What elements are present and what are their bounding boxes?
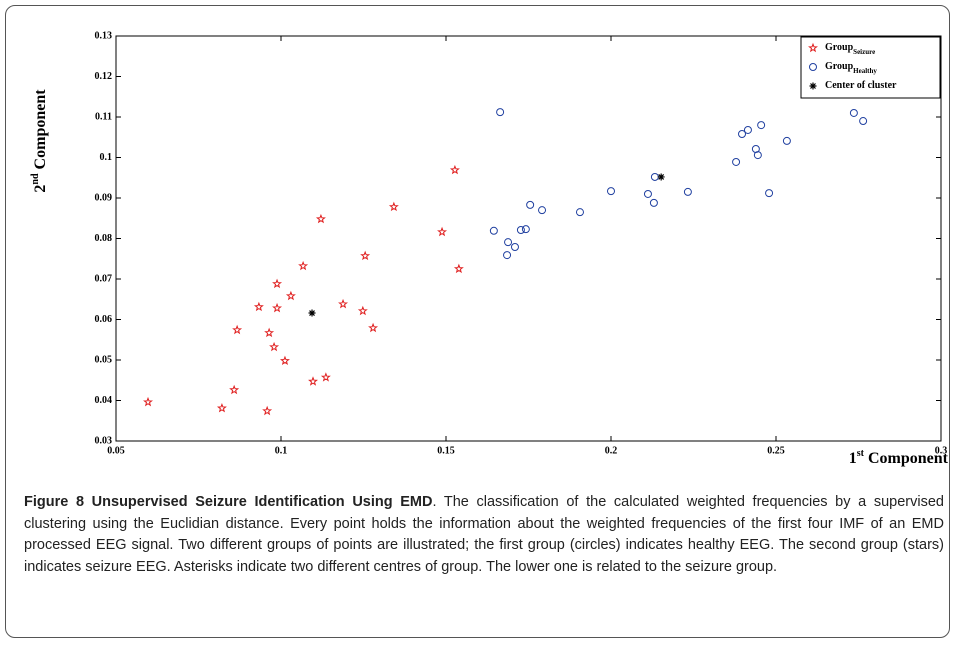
x-tick-label: 0.25 (767, 445, 785, 456)
y-tick-label: 0.09 (95, 192, 113, 203)
star-point (360, 250, 371, 261)
axis-label-part: st (857, 448, 865, 459)
circle-point (503, 251, 512, 260)
star-point (272, 302, 283, 313)
star-point (279, 355, 290, 366)
y-tick-label: 0.13 (95, 30, 113, 41)
circle-point (743, 125, 752, 134)
legend-subscript: Seizure (853, 48, 875, 56)
x-tick-label: 0.2 (605, 445, 618, 456)
circle-point (782, 136, 791, 145)
star-point (229, 384, 240, 395)
star-point (320, 372, 331, 382)
circle-point (496, 108, 505, 117)
circle-point (757, 121, 766, 130)
legend-box (800, 36, 941, 99)
axis-label-part: nd (30, 173, 41, 185)
star-point (308, 376, 318, 386)
ylabel-label: 2nd Component (30, 89, 49, 193)
star-point (338, 298, 349, 309)
y-tick-label: 0.07 (95, 273, 113, 284)
x-tick-label: 0.15 (437, 445, 455, 456)
star-point (285, 290, 296, 301)
legend-label: Center of cluster (825, 80, 897, 91)
xlabel-label: 1st Component (849, 448, 949, 467)
star-point (298, 260, 309, 271)
circle-point (521, 225, 530, 234)
star-point (262, 405, 273, 416)
legend-name: Group (825, 42, 854, 53)
asterisk-point (809, 82, 817, 90)
circle-point (738, 130, 747, 139)
circle-point (683, 187, 692, 196)
legend-label: GroupSeizure (825, 42, 875, 55)
y-tick-label: 0.1 (100, 152, 113, 163)
circle-point (849, 108, 858, 117)
chart: 0.05 0.1 0.15 0.2 0.25 0.3 0.03 0.04 0.05 0.06 0.0… (30, 30, 949, 467)
x-tick-label: 0.1 (275, 445, 288, 456)
asterisk-point (657, 173, 665, 181)
star-point (264, 327, 275, 338)
circle-point (504, 238, 513, 247)
x-tick-label: 0.05 (107, 445, 125, 456)
circle-point (510, 243, 519, 252)
axis-label-part: Component (32, 89, 49, 174)
y-tick-label: 0.05 (95, 354, 113, 365)
circle-point (753, 151, 762, 160)
axis-label-part: 1 (849, 450, 857, 467)
y-tick-label: 0.04 (95, 395, 113, 406)
y-tick-label: 0.06 (95, 314, 113, 325)
star-point (143, 396, 153, 407)
star-point (388, 201, 399, 212)
star-point (269, 341, 280, 352)
circle-point (643, 189, 652, 198)
star-point (232, 324, 243, 335)
circle-point (489, 226, 498, 235)
circle-point (607, 187, 615, 196)
circle-point (526, 200, 535, 209)
asterisk-point (308, 309, 316, 317)
star-point (453, 263, 464, 274)
caption-title: Figure 8 Unsupervised Seizure Identifica… (24, 494, 433, 510)
legend-name: Center of cluster (825, 80, 897, 91)
figure-frame: 0.05 0.1 0.15 0.2 0.25 0.3 0.03 0.04 0.05 0.06 0.0… (5, 5, 950, 638)
star-point (272, 278, 283, 289)
star-point (449, 164, 460, 175)
star-point (368, 322, 379, 333)
circle-point (809, 63, 817, 71)
circle-point (732, 157, 741, 166)
star-point (216, 402, 227, 413)
legend-label: GroupHealthy (825, 61, 877, 74)
circle-point (649, 198, 658, 207)
star-point (808, 42, 818, 53)
star-point (315, 213, 326, 224)
legend-subscript: Healthy (853, 67, 877, 75)
y-tick-label: 0.08 (95, 233, 113, 244)
circle-point (538, 206, 547, 215)
star-point (437, 226, 448, 237)
circle-point (516, 225, 525, 234)
circle-point (765, 189, 774, 198)
axis-label-part: Component (864, 450, 949, 467)
star-point (357, 305, 368, 316)
y-tick-label: 0.12 (95, 71, 113, 82)
circle-point (575, 208, 584, 217)
y-tick-label: 0.11 (95, 111, 112, 122)
caption: Figure 8 Unsupervised Seizure Identifica… (24, 492, 944, 578)
circle-point (650, 172, 659, 181)
star-point (253, 301, 264, 312)
axis-label-part: 2 (32, 185, 49, 193)
y-tick-label: 0.03 (95, 435, 113, 446)
caption-text: . The classification of the calculated w… (24, 494, 944, 575)
circle-point (859, 117, 868, 126)
legend-name: Group (825, 61, 854, 72)
x-tick-label: 0.3 (935, 445, 948, 456)
